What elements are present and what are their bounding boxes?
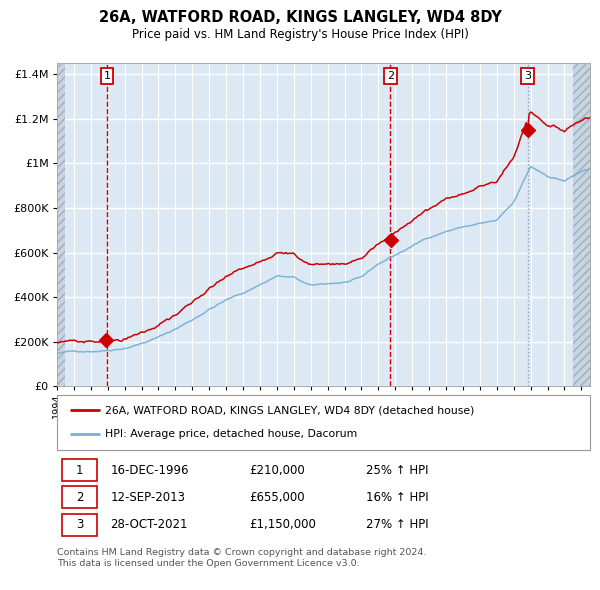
Bar: [57, 63, 65, 386]
Text: Price paid vs. HM Land Registry's House Price Index (HPI): Price paid vs. HM Land Registry's House …: [131, 28, 469, 41]
Bar: [62, 459, 97, 481]
Text: 26A, WATFORD ROAD, KINGS LANGLEY, WD4 8DY (detached house): 26A, WATFORD ROAD, KINGS LANGLEY, WD4 8D…: [105, 405, 475, 415]
Text: 16-DEC-1996: 16-DEC-1996: [110, 464, 189, 477]
Text: 1: 1: [104, 71, 110, 81]
Text: 27% ↑ HPI: 27% ↑ HPI: [366, 518, 428, 531]
Bar: [57, 63, 65, 386]
Bar: [62, 486, 97, 509]
Text: 3: 3: [76, 518, 83, 531]
Text: Contains HM Land Registry data © Crown copyright and database right 2024.
This d: Contains HM Land Registry data © Crown c…: [57, 548, 427, 568]
Text: 2: 2: [76, 491, 83, 504]
Text: £210,000: £210,000: [249, 464, 305, 477]
Bar: [573, 63, 590, 386]
Text: 25% ↑ HPI: 25% ↑ HPI: [366, 464, 428, 477]
Bar: [573, 63, 590, 386]
Text: £655,000: £655,000: [249, 491, 304, 504]
Text: 2: 2: [387, 71, 394, 81]
Text: 3: 3: [524, 71, 531, 81]
Text: 12-SEP-2013: 12-SEP-2013: [110, 491, 185, 504]
Text: HPI: Average price, detached house, Dacorum: HPI: Average price, detached house, Daco…: [105, 429, 357, 439]
Text: £1,150,000: £1,150,000: [249, 518, 316, 531]
Text: 1: 1: [76, 464, 83, 477]
Bar: [62, 513, 97, 536]
Text: 28-OCT-2021: 28-OCT-2021: [110, 518, 188, 531]
Text: 16% ↑ HPI: 16% ↑ HPI: [366, 491, 428, 504]
Text: 26A, WATFORD ROAD, KINGS LANGLEY, WD4 8DY: 26A, WATFORD ROAD, KINGS LANGLEY, WD4 8D…: [98, 10, 502, 25]
